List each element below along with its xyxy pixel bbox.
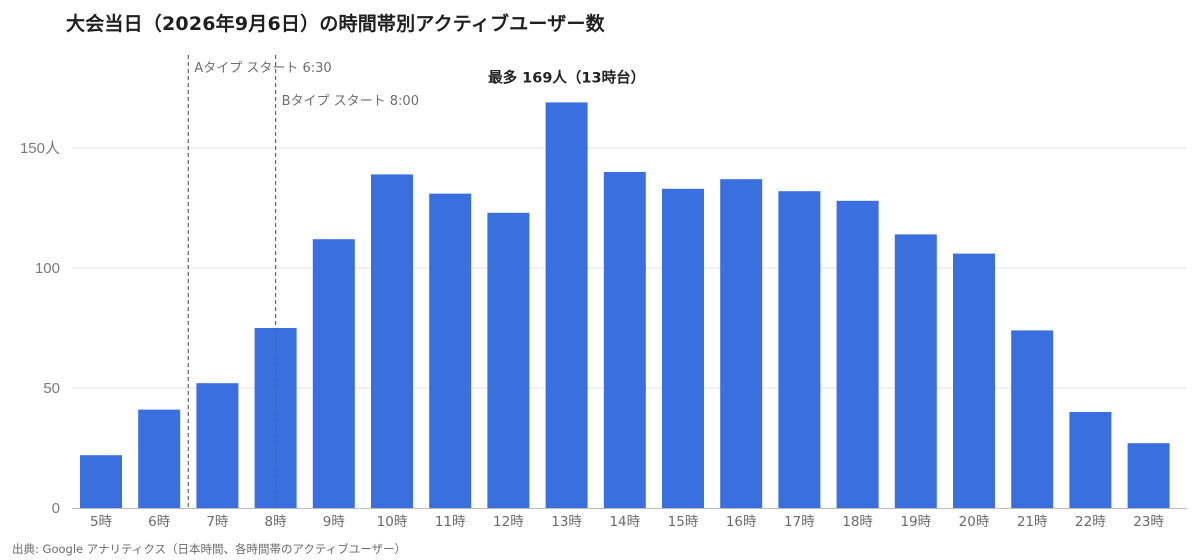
x-tick-label: 21時 — [1017, 514, 1048, 530]
bar — [894, 234, 937, 508]
y-tick-label: 0 — [52, 500, 60, 517]
event-marker-label: Aタイプ スタート 6:30 — [194, 61, 331, 76]
x-tick-label: 11時 — [435, 514, 466, 530]
bar — [196, 383, 239, 508]
x-tick-label: 14時 — [609, 514, 640, 530]
bar — [312, 239, 355, 508]
bar — [1011, 330, 1054, 508]
x-tick-label: 16時 — [726, 514, 757, 530]
x-tick-label: 13時 — [551, 514, 582, 530]
bar — [254, 328, 297, 508]
labels: 0 50 100 150人 5時 6時 7時 8時 9時 10時 11時 12時 13時 14時 15時 16… — [20, 61, 1164, 530]
peak-annotation: 最多 169人（13時台） — [488, 68, 645, 86]
event-marker-label: Bタイプ スタート 8:00 — [282, 94, 419, 109]
bar — [371, 174, 413, 508]
bar — [603, 172, 646, 508]
x-tick-label: 7時 — [206, 514, 229, 530]
bar — [778, 191, 821, 508]
x-tick-label: 8時 — [265, 514, 288, 530]
x-tick-label: 10時 — [377, 514, 408, 530]
bar — [80, 455, 122, 508]
bar — [720, 179, 763, 508]
y-tick-label: 50 — [43, 380, 60, 397]
bar — [1127, 443, 1170, 508]
x-tick-label: 23時 — [1133, 514, 1164, 530]
bars — [80, 102, 1170, 509]
bar — [487, 212, 530, 509]
chart-source: 出典: Google アナリティクス（日本時間、各時間帯のアクティブユーザー） — [12, 542, 406, 556]
x-tick-label: 17時 — [784, 514, 815, 530]
x-tick-label: 18時 — [842, 514, 873, 530]
y-tick-label: 150人 — [20, 140, 60, 157]
bar — [953, 253, 995, 508]
x-tick-label: 6時 — [148, 514, 171, 530]
x-tick-label: 19時 — [900, 514, 931, 530]
bar — [429, 193, 472, 508]
x-tick-label: 5時 — [90, 514, 113, 530]
event-markers — [187, 55, 277, 508]
x-tick-label: 9時 — [323, 514, 346, 530]
bar — [545, 102, 588, 509]
chart-title: 大会当日（2026年9月6日）の時間帯別アクティブユーザー数 — [66, 13, 605, 35]
x-tick-label: 22時 — [1075, 514, 1106, 530]
x-tick-label: 12時 — [493, 514, 524, 530]
bar — [836, 200, 879, 509]
bar — [662, 188, 704, 509]
x-tick-label: 15時 — [668, 514, 699, 530]
bar — [138, 409, 181, 508]
bar — [1069, 412, 1112, 508]
x-tick-label: 20時 — [959, 514, 990, 530]
y-tick-label: 100 — [35, 260, 60, 277]
